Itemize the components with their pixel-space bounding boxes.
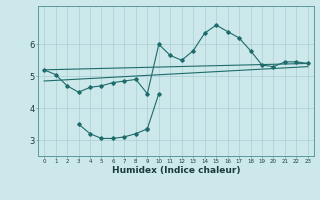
X-axis label: Humidex (Indice chaleur): Humidex (Indice chaleur) xyxy=(112,166,240,175)
